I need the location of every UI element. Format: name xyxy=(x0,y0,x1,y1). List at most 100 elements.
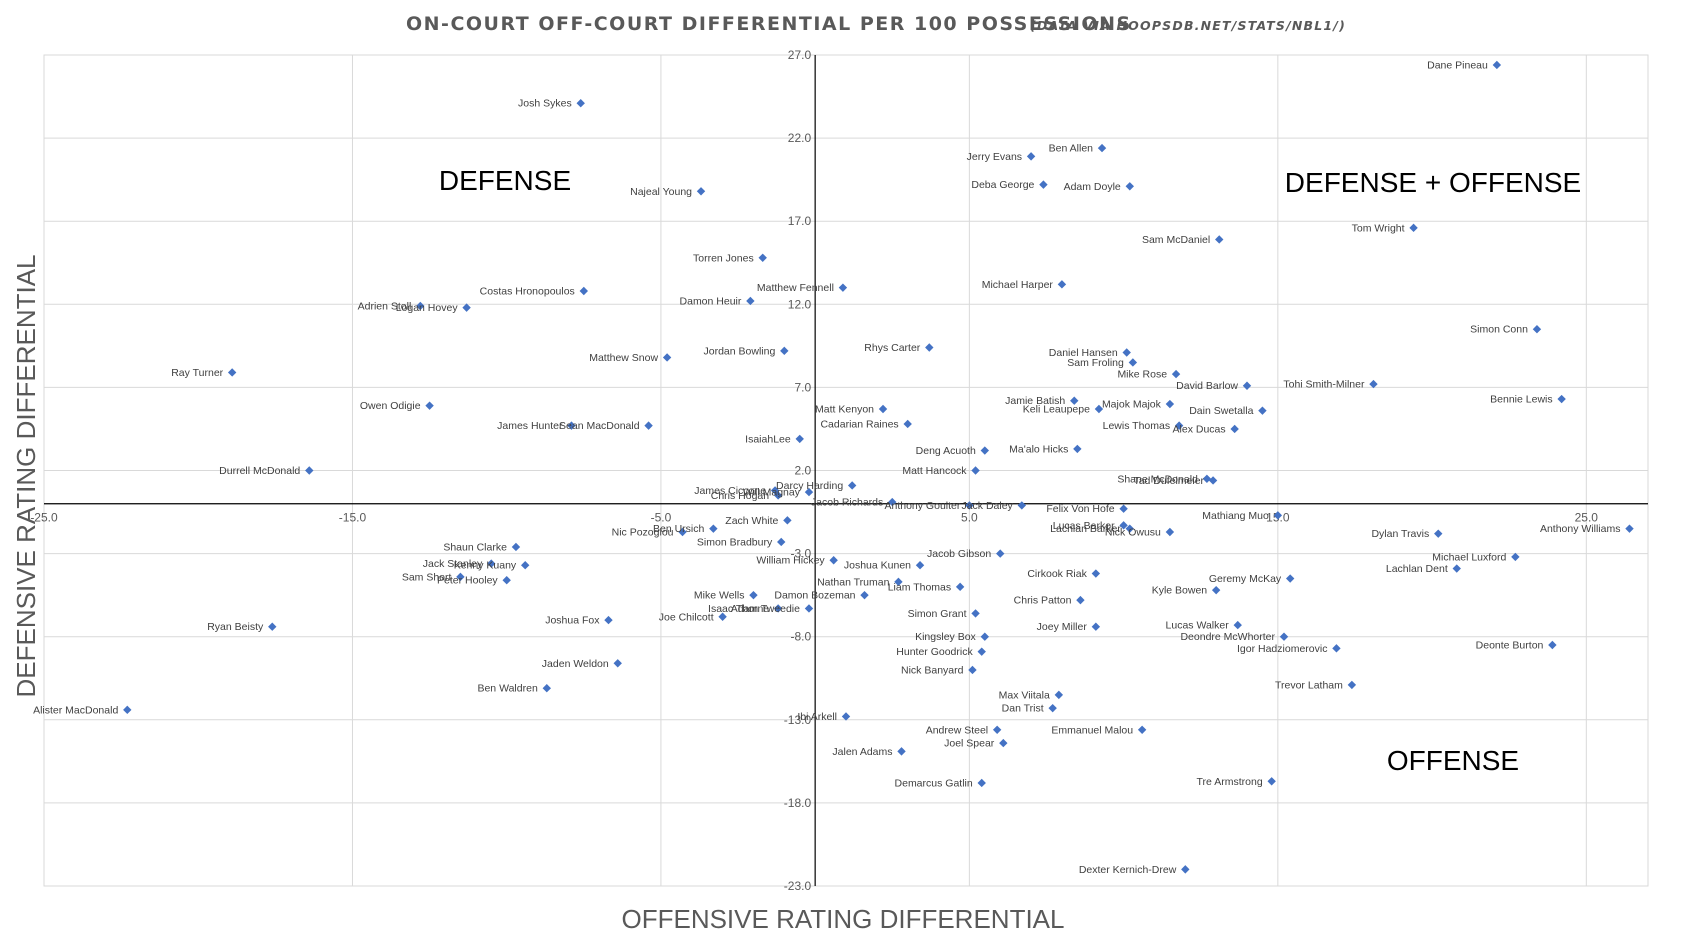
data-point-label: Joel Spear xyxy=(944,738,995,750)
data-point-label: William Hickey xyxy=(756,555,825,567)
data-point-label: Jamie Batish xyxy=(1005,395,1065,407)
data-point-label: Peter Hooley xyxy=(437,575,498,587)
data-point-label: Ben Ursich xyxy=(653,523,705,535)
data-point xyxy=(1273,511,1283,520)
data-point xyxy=(971,609,980,618)
data-point xyxy=(1285,574,1295,583)
data-point xyxy=(1122,348,1131,357)
data-point-label: Owen Odigie xyxy=(360,400,421,412)
data-point xyxy=(847,481,857,490)
data-point xyxy=(780,346,789,356)
data-point xyxy=(1091,622,1101,631)
y-tick-label: 7.0 xyxy=(794,380,811,394)
data-point xyxy=(604,615,613,625)
quadrant-label-defense-offense: DEFENSE + OFFENSE xyxy=(1285,167,1581,198)
data-point-label: Jaden Weldon xyxy=(542,658,609,670)
axes xyxy=(44,55,1648,886)
data-point xyxy=(425,401,434,410)
data-point-label: Darcy Harding xyxy=(776,480,843,492)
data-point-label: Sam Short xyxy=(402,571,452,583)
quadrant-label-defense: DEFENSE xyxy=(439,165,571,196)
y-tick-label: 12.0 xyxy=(788,297,812,311)
data-point-label: Mathiang Muo xyxy=(1202,510,1269,522)
data-point-label: Nick Owusu xyxy=(1105,526,1161,538)
data-point xyxy=(996,549,1005,558)
data-point xyxy=(678,527,687,537)
data-point xyxy=(613,659,622,668)
data-point xyxy=(878,404,888,414)
data-point-label: Jalen Adams xyxy=(832,746,892,758)
data-point-label: Dexter Kernich-Drew xyxy=(1079,864,1177,876)
data-point-label: Dane Pineau xyxy=(1427,59,1488,71)
data-point xyxy=(903,419,912,429)
data-point-label: Cadarian Raines xyxy=(820,418,898,430)
data-points xyxy=(123,60,1634,874)
data-point xyxy=(773,604,783,613)
data-point xyxy=(579,286,589,296)
x-axis-title: OFFENSIVE RATING DIFFERENTIAL xyxy=(621,904,1064,934)
data-point-label: Isaac Thorne xyxy=(708,603,769,615)
data-point-label: Keli Leaupepe xyxy=(1023,404,1090,416)
data-point xyxy=(268,622,277,631)
data-point-label: Jacob Gibson xyxy=(927,548,991,560)
data-point-label: Deonte Burton xyxy=(1476,640,1544,652)
data-point-label: Matt Kenyon xyxy=(815,404,874,416)
data-point xyxy=(1125,182,1134,191)
data-point-label: Anthony Goulter xyxy=(884,500,960,512)
data-point xyxy=(1434,529,1443,538)
data-point xyxy=(1165,399,1175,409)
data-point xyxy=(999,738,1008,748)
data-point xyxy=(1097,143,1107,153)
data-point-label: Jack Daley xyxy=(961,500,1013,512)
data-point xyxy=(1125,524,1134,533)
data-point xyxy=(965,501,974,510)
data-point-label: Lachlan Dent xyxy=(1386,563,1448,575)
data-point-label: Adrien Stoll xyxy=(358,300,412,312)
data-point xyxy=(1137,725,1147,734)
data-point xyxy=(1230,424,1239,434)
data-point-label: Sam McDaniel xyxy=(1142,234,1210,246)
data-point xyxy=(915,561,925,570)
quadrant-label-offense: OFFENSE xyxy=(1387,745,1519,776)
data-point-label: Tohi Smith-Milner xyxy=(1283,379,1365,391)
y-tick-label: -18.0 xyxy=(784,796,812,810)
x-tick-labels: -25.0-15.0-5.05.015.025.0 xyxy=(30,511,1598,525)
data-point-label: Logan Hovey xyxy=(396,302,459,314)
data-point xyxy=(955,582,965,592)
data-point xyxy=(1409,223,1418,233)
data-point-label: Trevor Latham xyxy=(1275,679,1343,691)
data-point-label: Durrell McDonald xyxy=(219,465,300,477)
data-point-label: Jacob Richards xyxy=(811,497,883,509)
data-point-label: Joshua Kunen xyxy=(844,560,911,572)
y-tick-labels: 27.0 22.0 17.0 12.0 7.0 2.0 -3.0 -8.0 -13.0 -18.0… xyxy=(784,48,812,893)
data-point-label: Geremy McKay xyxy=(1209,573,1282,585)
data-point xyxy=(860,590,869,600)
data-point-label: Dain Swetalla xyxy=(1189,405,1253,417)
data-point xyxy=(1452,564,1461,573)
data-point xyxy=(783,516,792,525)
data-point xyxy=(576,98,585,108)
data-point-label: Lucas Barker xyxy=(1053,520,1115,532)
y-axis-title: DEFENSIVE RATING DIFFERENTIAL xyxy=(11,254,41,697)
data-point-label: Mike Rose xyxy=(1117,369,1167,381)
data-point-label: Joey Miller xyxy=(1037,621,1088,633)
data-point xyxy=(1258,406,1267,415)
data-point-label: Ryan Beisty xyxy=(207,621,264,633)
data-point xyxy=(1174,421,1184,430)
data-point-label: James Hunter xyxy=(497,420,563,432)
data-point xyxy=(829,556,838,565)
data-point-label: Joe Chilcott xyxy=(659,611,714,623)
data-point xyxy=(971,466,980,475)
data-point xyxy=(227,368,237,377)
data-point xyxy=(1332,644,1341,653)
data-point xyxy=(1070,396,1079,405)
data-point xyxy=(1165,527,1175,537)
data-point-label: Ben Allen xyxy=(1049,143,1094,155)
data-point xyxy=(888,497,897,507)
y-tick-label: -8.0 xyxy=(790,630,811,644)
data-point xyxy=(838,283,848,292)
data-point xyxy=(1026,152,1036,161)
data-point xyxy=(1347,680,1357,690)
data-point xyxy=(644,421,653,430)
data-point-labels: Dane Pineau Josh Sykes Ben Allen Jerry Evan… xyxy=(33,59,1620,875)
